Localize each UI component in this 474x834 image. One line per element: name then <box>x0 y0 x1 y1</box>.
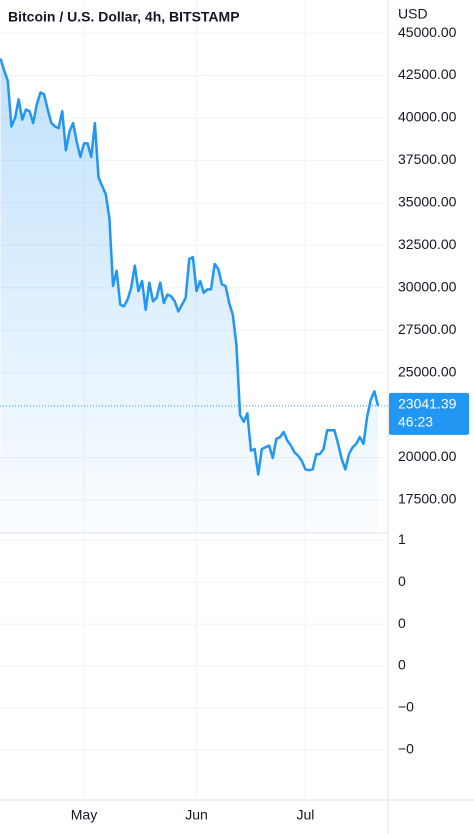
y-tick-label: 0 <box>398 657 406 673</box>
y-tick-label: 20000.00 <box>398 448 457 464</box>
y-tick-label: 25000.00 <box>398 363 457 379</box>
countdown-label: 46:23 <box>398 414 433 430</box>
y-tick-label: 42500.00 <box>398 66 457 82</box>
y-tick-label: 32500.00 <box>398 236 457 252</box>
currency-label: USD <box>398 6 428 22</box>
x-tick-label: May <box>71 807 97 823</box>
y-tick-label: 40000.00 <box>398 109 457 125</box>
y-tick-label: 45000.00 <box>398 24 457 40</box>
y-tick-label: 30000.00 <box>398 278 457 294</box>
last-price-box <box>389 392 469 435</box>
y-tick-label: −0 <box>398 740 414 756</box>
x-tick-label: Jul <box>296 807 314 823</box>
y-tick-label: 0 <box>398 615 406 631</box>
y-tick-label: 37500.00 <box>398 151 457 167</box>
price-line <box>0 58 380 476</box>
y-tick-label: 1 <box>398 531 406 547</box>
y-tick-label: 27500.00 <box>398 321 457 337</box>
y-tick-label: 17500.00 <box>398 491 457 507</box>
chart-title: Bitcoin / U.S. Dollar, 4h, BITSTAMP <box>8 9 240 25</box>
x-tick-label: Jun <box>185 807 208 823</box>
last-price-label: 23041.39 <box>398 396 457 412</box>
y-tick-label: 0 <box>398 573 406 589</box>
area-fill <box>0 58 379 534</box>
y-tick-label: 35000.00 <box>398 194 457 210</box>
y-tick-label: −0 <box>398 699 414 715</box>
